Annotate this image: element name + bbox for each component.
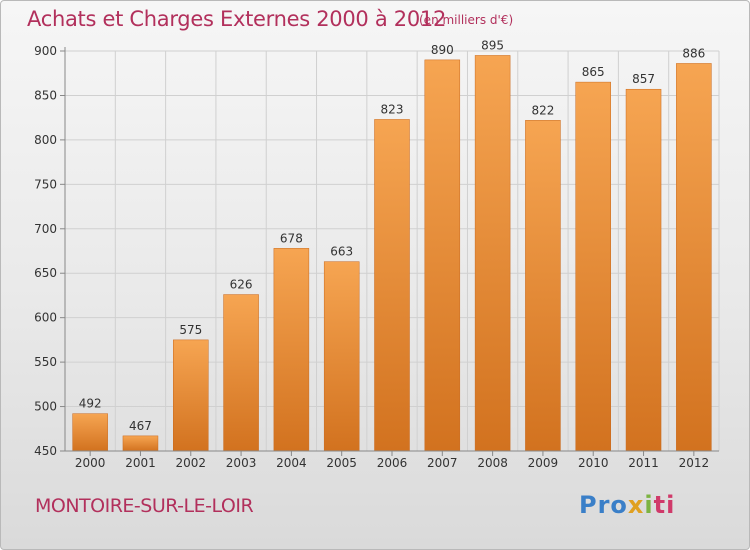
x-tick-label: 2002 <box>175 456 206 470</box>
data-label: 886 <box>682 46 705 60</box>
data-label: 865 <box>582 65 605 79</box>
y-tick-label: 750 <box>34 177 57 191</box>
data-label: 492 <box>79 397 102 411</box>
bar-2009 <box>525 120 561 452</box>
data-label: 857 <box>632 72 655 86</box>
chart-title: Achats et Charges Externes 2000 à 2012 <box>27 7 447 31</box>
bar-2005 <box>323 261 360 452</box>
y-tick-label: 700 <box>34 222 57 236</box>
label-layer: 492 467 575 626 678 663 823 890 895 822 865 857 886 <box>79 38 706 432</box>
x-tick-label: 2009 <box>528 456 559 470</box>
bar-2000 <box>72 413 108 452</box>
y-tick-label: 450 <box>34 444 57 458</box>
y-tick-label: 800 <box>34 133 57 147</box>
y-tick-label: 600 <box>34 311 57 325</box>
data-label: 823 <box>381 102 404 116</box>
x-tick-label: 2007 <box>427 456 458 470</box>
commune-name: MONTOIRE-SUR-LE-LOIR <box>35 495 254 517</box>
data-label: 663 <box>330 245 353 259</box>
data-label: 626 <box>230 278 253 292</box>
x-tick-label: 2001 <box>125 456 156 470</box>
bar-2004 <box>273 248 310 452</box>
axis-layer: 450 500 550 600 650 700 750 800 850 900 2000 2001 20… <box>34 44 719 470</box>
data-label: 467 <box>129 419 152 433</box>
bar-2002 <box>173 339 209 452</box>
x-tick-label: 2011 <box>628 456 659 470</box>
data-label: 575 <box>179 323 202 337</box>
logo-part: ti <box>653 491 676 519</box>
logo-part: x <box>627 491 645 519</box>
y-tick-label: 550 <box>34 355 57 369</box>
x-tick-label: 2006 <box>377 456 408 470</box>
chart-unit: (en milliers d'€) <box>419 13 514 27</box>
x-tick-label: 2012 <box>679 456 710 470</box>
x-tick-label: 2010 <box>578 456 609 470</box>
x-tick-label: 2004 <box>276 456 307 470</box>
x-tick-label: 2000 <box>75 456 106 470</box>
logo-part: Pro <box>579 491 628 519</box>
bar-layer <box>72 55 712 452</box>
x-tick-label: 2005 <box>326 456 357 470</box>
bar-2007 <box>424 59 461 452</box>
y-tick-label: 850 <box>34 88 57 102</box>
proxiti-logo: Proxiti <box>579 491 675 519</box>
bar-2012 <box>676 63 712 452</box>
bar-2003 <box>223 294 259 452</box>
x-tick-label: 2008 <box>477 456 508 470</box>
bar-2011 <box>625 88 662 452</box>
y-tick-label: 900 <box>34 44 57 58</box>
bar-2008 <box>474 55 511 452</box>
data-label: 678 <box>280 231 303 245</box>
data-label: 890 <box>431 43 454 57</box>
bar-2006 <box>374 119 410 452</box>
bar-2001 <box>122 435 159 452</box>
y-tick-label: 500 <box>34 400 57 414</box>
data-label: 822 <box>531 103 554 117</box>
logo-part: i <box>644 491 654 519</box>
data-label: 895 <box>481 38 504 52</box>
bar-2010 <box>575 81 611 452</box>
x-tick-label: 2003 <box>226 456 257 470</box>
y-tick-label: 650 <box>34 266 57 280</box>
